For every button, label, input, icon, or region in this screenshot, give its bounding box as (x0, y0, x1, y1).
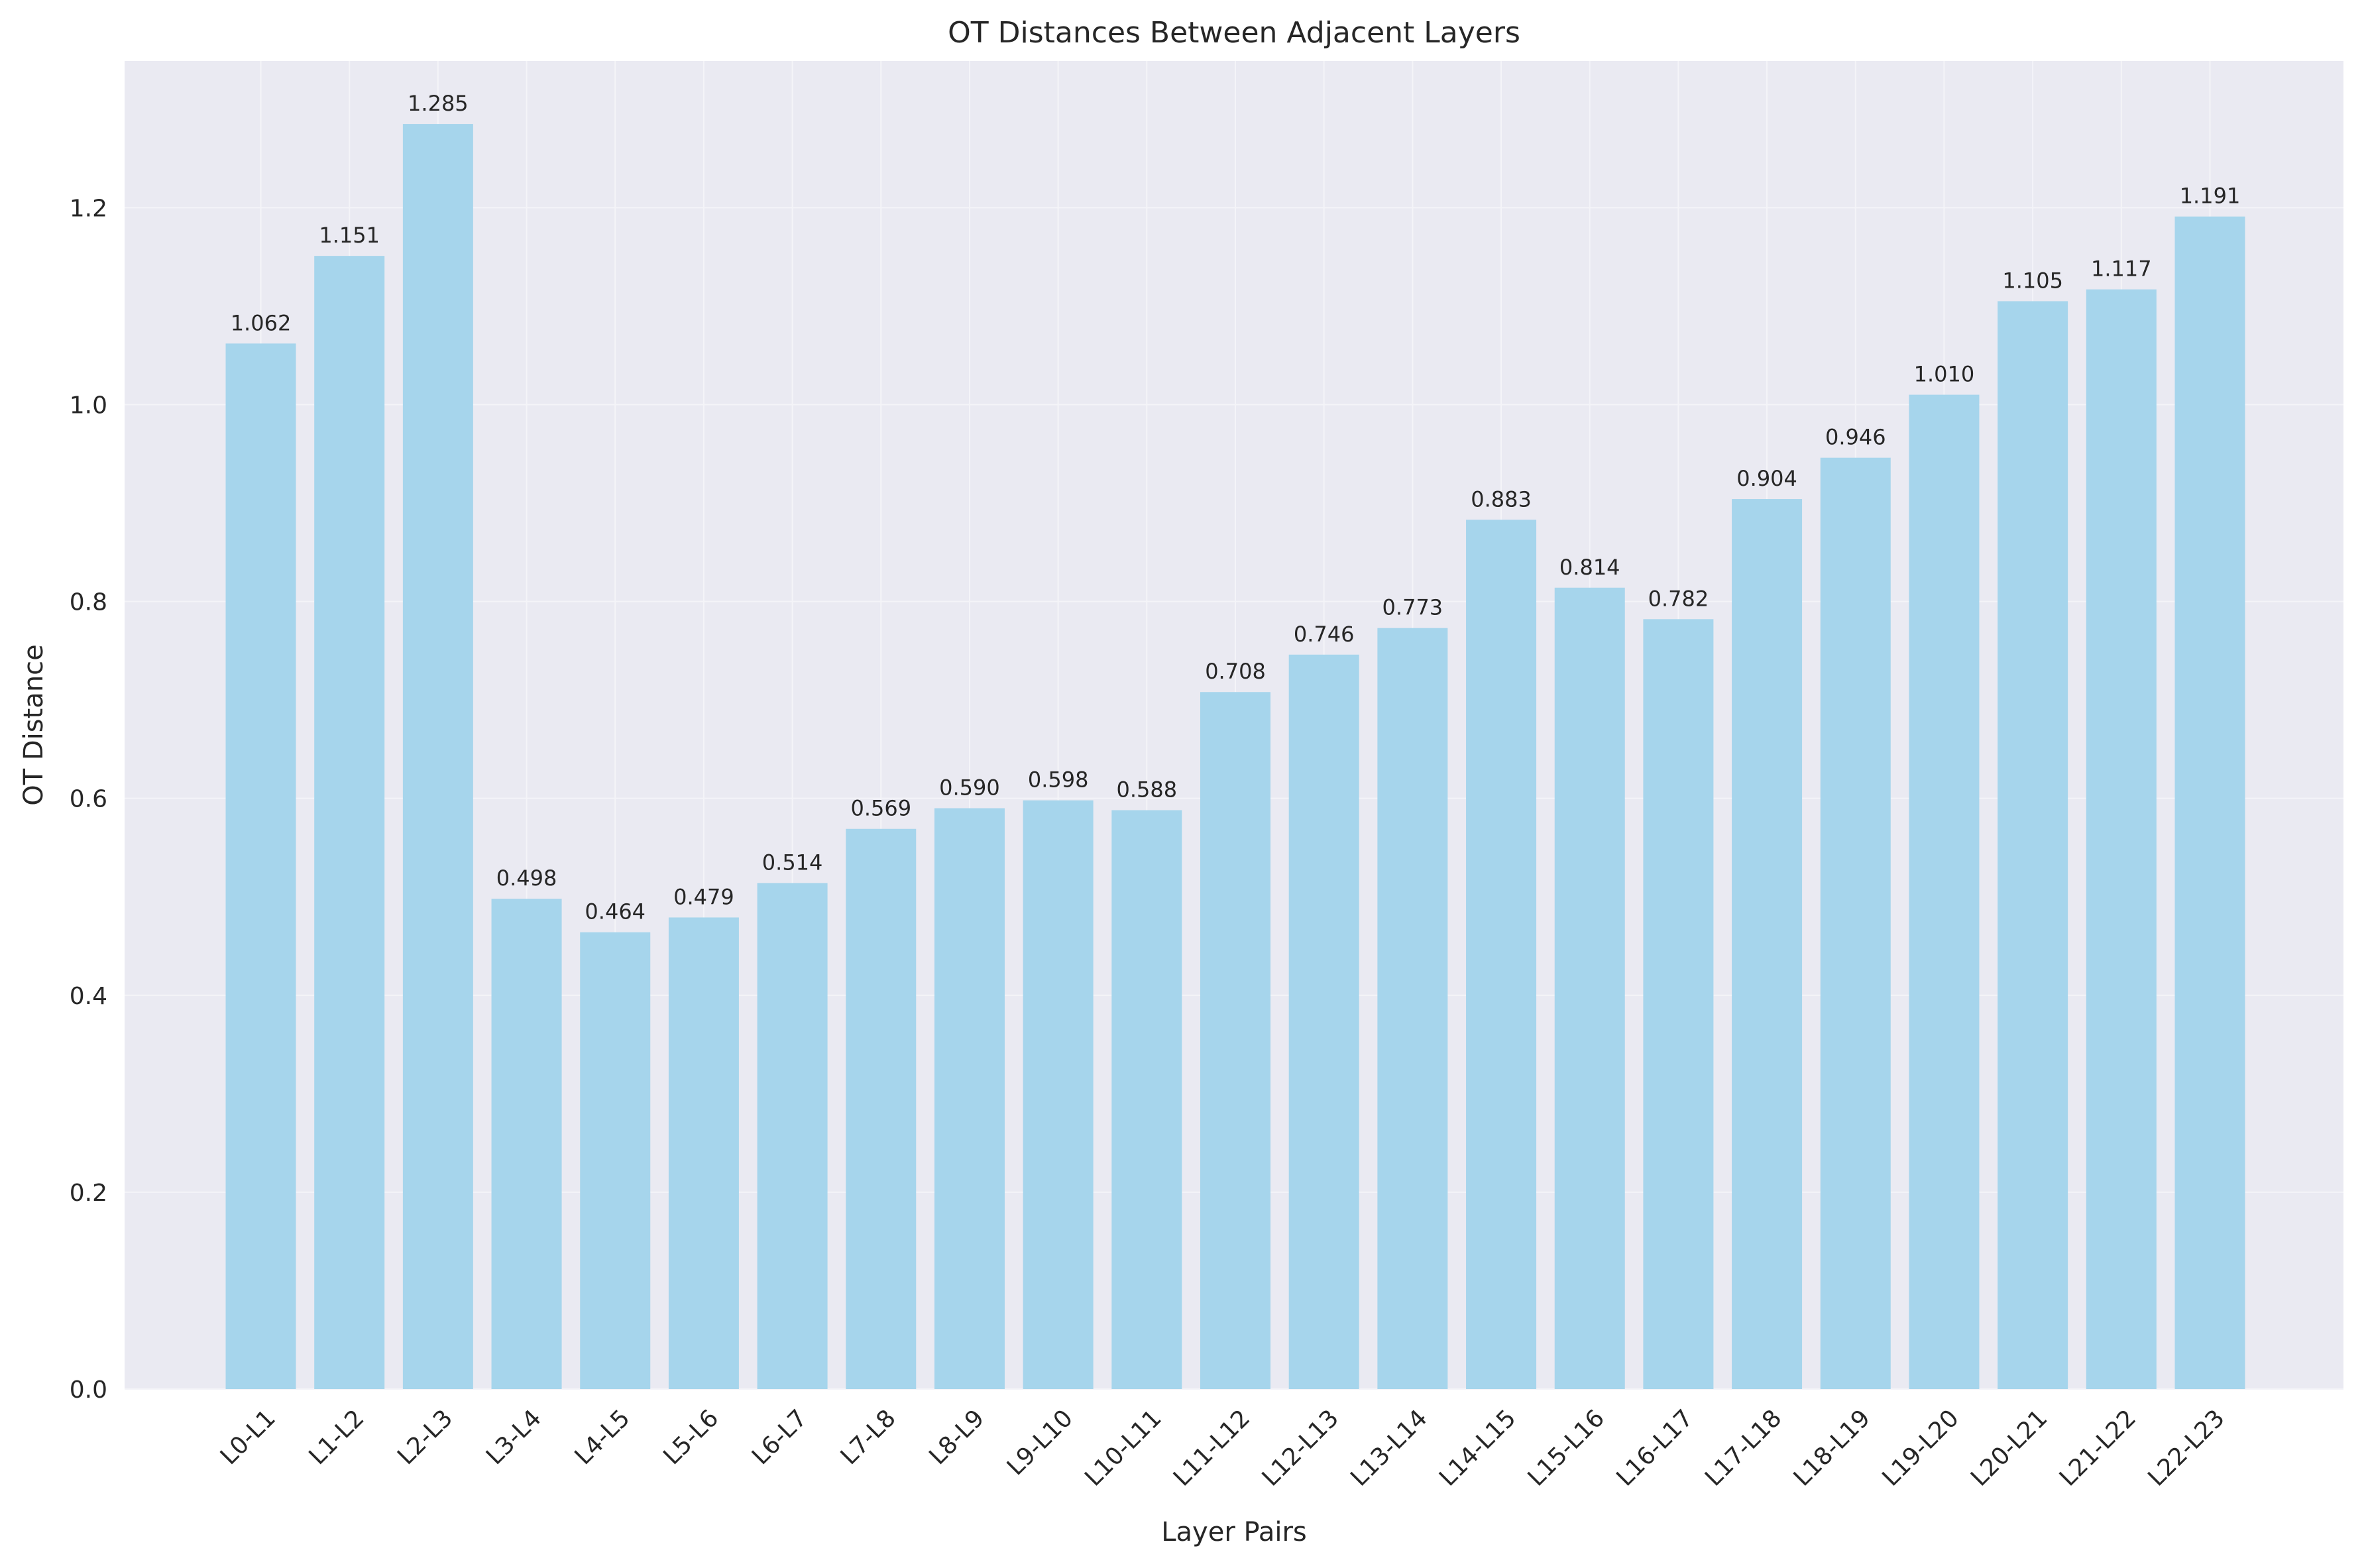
bar-value-label: 0.464 (585, 899, 646, 924)
value-labels: 1.062 1.151 1.285 0.498 0.464 0.479 0.514 0.569… (231, 91, 2241, 924)
y-axis-label: OT Distance (19, 644, 49, 806)
bar-value-label: 0.590 (939, 775, 1000, 801)
bar-value-label: 0.569 (850, 796, 911, 821)
bar-value-label: 1.151 (319, 223, 380, 248)
bar (314, 256, 385, 1389)
bar-value-label: 0.514 (762, 850, 823, 875)
y-tick-label: 1.2 (70, 195, 107, 222)
bar (225, 343, 296, 1390)
bar (402, 124, 473, 1390)
bar-value-label: 0.782 (1648, 586, 1709, 611)
y-tick-label: 0.0 (70, 1376, 107, 1404)
bar-value-label: 0.904 (1736, 466, 1797, 491)
bar-value-label: 0.773 (1382, 595, 1443, 620)
bar (668, 917, 739, 1389)
bar-value-label: 1.117 (2091, 256, 2152, 282)
y-tick-label: 0.8 (70, 589, 107, 616)
bar-value-label: 1.010 (1914, 362, 1975, 387)
bar (1200, 692, 1270, 1389)
bar-value-label: 0.746 (1294, 622, 1355, 647)
bar (1732, 499, 1803, 1390)
bar-value-label: 0.598 (1028, 767, 1089, 793)
bar (2174, 216, 2245, 1390)
bar (1643, 619, 1714, 1389)
bar (846, 828, 917, 1389)
bar (757, 883, 828, 1389)
bar (1554, 587, 1625, 1389)
bar (1909, 394, 1980, 1389)
bar-value-label: 0.498 (496, 866, 557, 891)
bar-value-label: 0.708 (1205, 659, 1266, 684)
bars (225, 124, 2245, 1390)
bar-value-label: 1.105 (2002, 268, 2063, 293)
y-tick-label: 0.2 (70, 1180, 107, 1207)
bar-value-label: 1.191 (2180, 184, 2241, 209)
bar (1820, 457, 1891, 1389)
bar-value-label: 1.285 (408, 91, 469, 116)
bar-value-label: 0.883 (1471, 486, 1532, 512)
y-axis-ticks: 0.0 0.2 0.4 0.6 0.8 1.0 1.2 (70, 195, 107, 1404)
bar (1023, 800, 1094, 1389)
bar-value-label: 0.588 (1117, 777, 1178, 802)
y-tick-label: 0.6 (70, 786, 107, 813)
x-axis-label: Layer Pairs (1161, 1517, 1306, 1547)
bar-value-label: 0.479 (673, 884, 734, 909)
bar (934, 808, 1005, 1389)
bar (1466, 520, 1537, 1389)
bar-value-label: 1.062 (231, 310, 292, 335)
bar (1998, 301, 2068, 1390)
y-tick-label: 1.0 (70, 392, 107, 419)
y-tick-label: 0.4 (70, 983, 107, 1010)
bar (491, 899, 562, 1389)
bar (1111, 810, 1182, 1389)
bar-value-label: 0.946 (1825, 425, 1886, 450)
bar (580, 932, 651, 1389)
bar (2086, 289, 2157, 1390)
chart-title: OT Distances Between Adjacent Layers (948, 16, 1520, 50)
bar (1377, 628, 1448, 1389)
bar-value-label: 0.814 (1559, 555, 1620, 580)
bar (1288, 654, 1359, 1389)
